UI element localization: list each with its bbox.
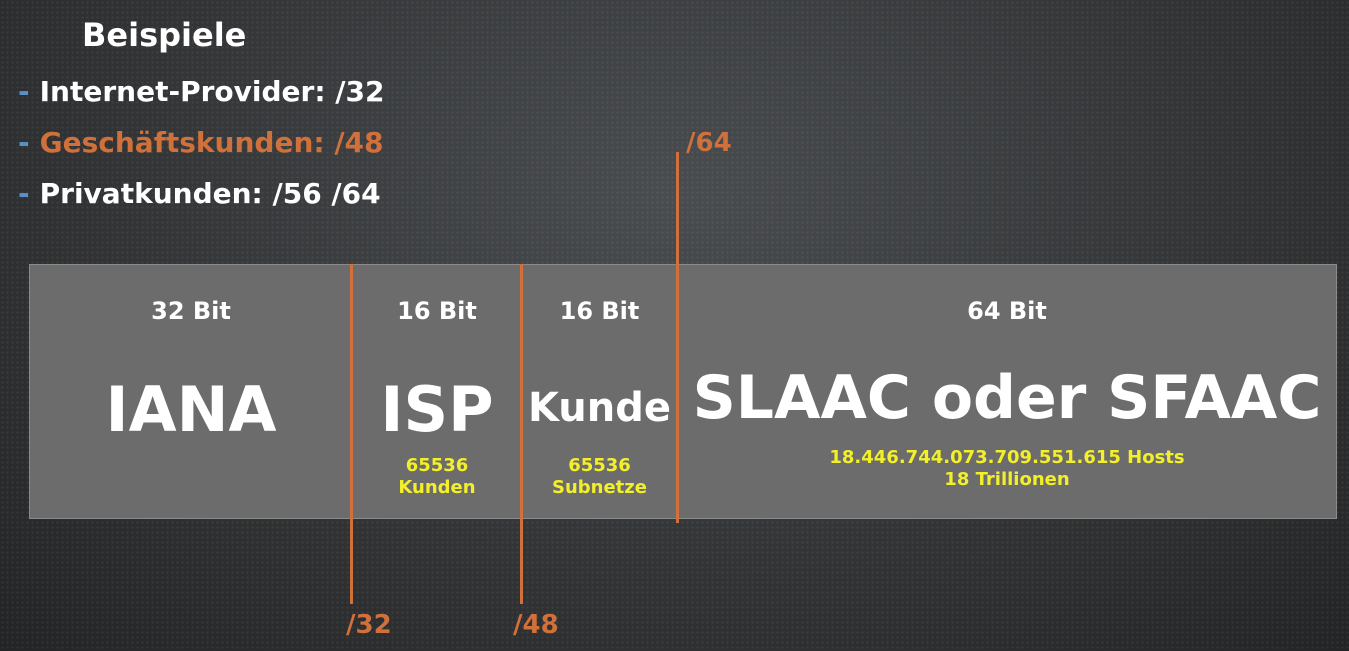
examples-heading: Beispiele [82,16,247,54]
segment-isp: 16 Bit ISP 65536 Kunden [352,265,522,518]
segment-subtext-line-2: Kunden [398,477,476,498]
prefix-marker-48: /48 [513,610,559,640]
boundary-line-48 [520,264,523,604]
bullet-dash: - [18,75,30,108]
segment-subtext-line-2: Subnetze [552,477,647,498]
segment-subtext-line-1: 65536 [568,455,631,476]
example-internet-provider: - Internet-Provider: /32 [18,74,384,110]
bullet-dash: - [18,126,30,159]
example-business-customers: - Geschäftskunden: /48 [18,125,384,161]
segment-bits: 16 Bit [397,297,477,325]
segment-subtext-line-1: 65536 [405,455,469,476]
segment-subtext: 65536 Subnetze [522,455,677,499]
segment-name: ISP [380,373,494,446]
example-private-customers: - Privatkunden: /56 /64 [18,176,381,212]
segment-name: IANA [105,373,277,446]
example-text: Geschäftskunden: /48 [39,126,384,159]
segment-subtext-line-1: 18.446.744.073.709.551.615 Hosts [829,447,1185,468]
segment-name: SLAAC oder SFAAC [692,363,1322,433]
prefix-marker-64: /64 [686,128,732,158]
segment-subtext: 18.446.744.073.709.551.615 Hosts 18 Tril… [677,447,1337,491]
segment-bits: 64 Bit [967,297,1047,325]
segment-bits: 16 Bit [559,297,640,325]
segment-subtext: 65536 Kunden [352,455,522,499]
prefix-marker-32: /32 [346,610,392,640]
address-bar: 32 Bit IANA 16 Bit ISP 65536 Kunden 16 B… [29,264,1337,519]
segment-bits: 32 Bit [151,297,231,325]
segment-name: Kunde [527,385,671,431]
segment-slaac: 64 Bit SLAAC oder SFAAC 18.446.744.073.7… [677,265,1337,518]
example-text: Privatkunden: /56 /64 [39,177,381,210]
boundary-line-32 [350,264,353,604]
segment-kunde: 16 Bit Kunde 65536 Subnetze [522,265,677,518]
boundary-line-64 [676,152,679,523]
segment-iana: 32 Bit IANA [30,265,352,518]
bullet-dash: - [18,177,30,210]
segment-subtext-line-2: 18 Trillionen [944,469,1070,490]
example-text: Internet-Provider: /32 [39,75,385,108]
